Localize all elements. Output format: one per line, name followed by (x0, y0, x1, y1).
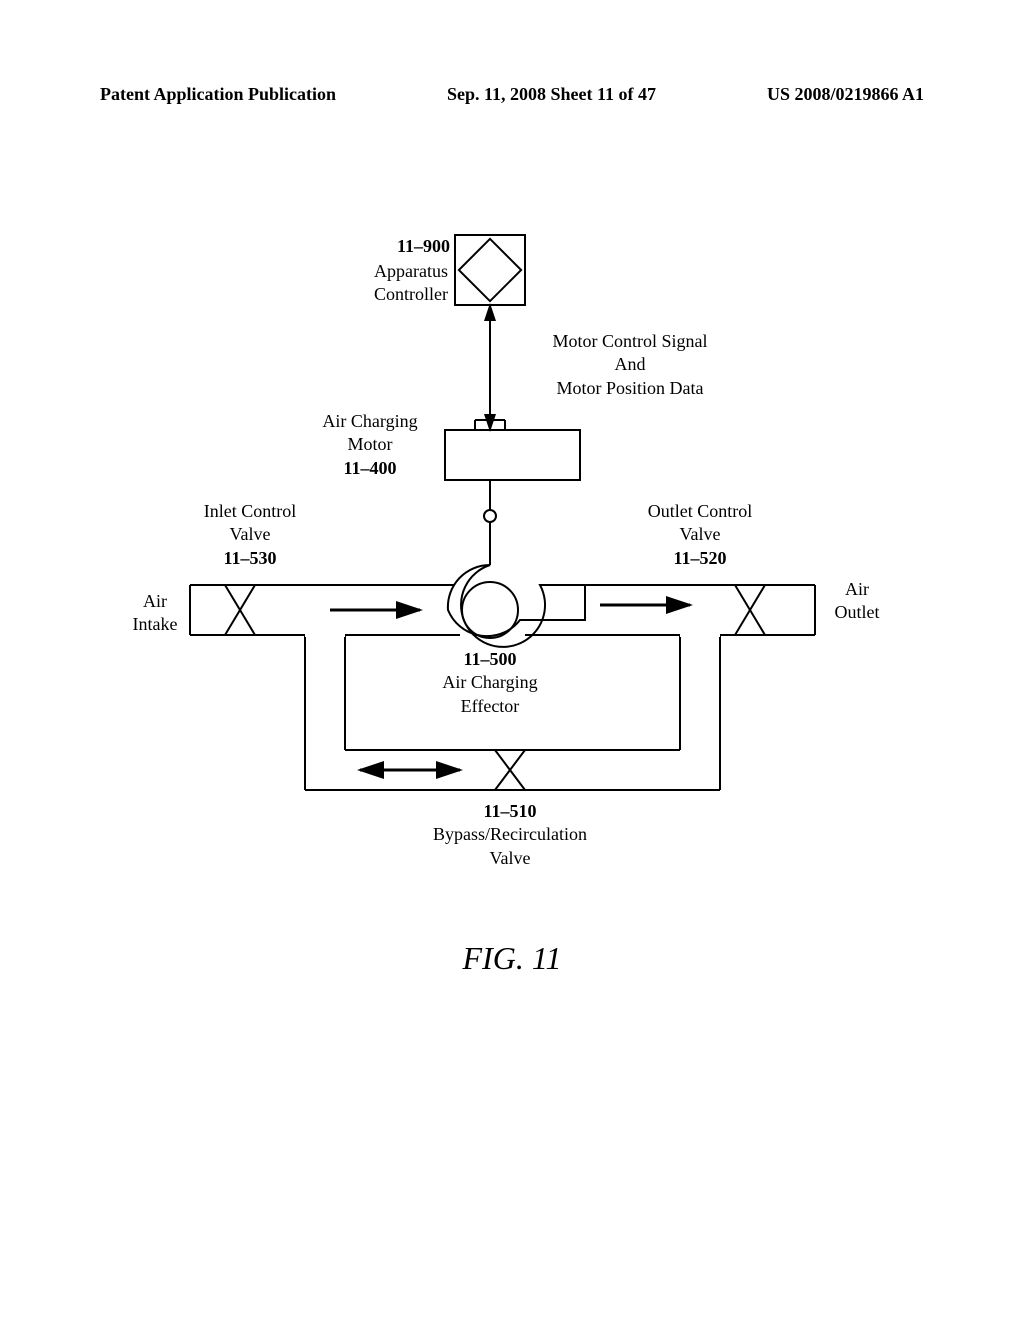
controller-symbol (455, 235, 525, 305)
effector-label: 11–500 Air Charging Effector (410, 648, 570, 718)
bypass-valve-symbol (495, 750, 525, 790)
motor-name-1: Air Charging (300, 410, 440, 433)
bypass-name-1: Bypass/Recirculation (400, 823, 620, 846)
controller-name-2: Controller (348, 283, 448, 306)
air-outlet-1: Air (822, 578, 892, 601)
effector-name-2: Effector (410, 695, 570, 718)
signal-label: Motor Control Signal And Motor Position … (520, 330, 740, 400)
controller-name-label: Apparatus Controller (348, 260, 448, 307)
inlet-name-2: Valve (180, 523, 320, 546)
effector-ref: 11–500 (410, 648, 570, 671)
inlet-ref: 11–530 (180, 547, 320, 570)
outlet-name-2: Valve (620, 523, 780, 546)
inlet-name-1: Inlet Control (180, 500, 320, 523)
air-intake-2: Intake (125, 613, 185, 636)
controller-name-1: Apparatus (348, 260, 448, 283)
controller-ref: 11–900 (370, 235, 450, 258)
inlet-valve-symbol (225, 585, 255, 635)
motor-name-2: Motor (300, 433, 440, 456)
air-intake-label: Air Intake (125, 590, 185, 637)
outlet-name-1: Outlet Control (620, 500, 780, 523)
bypass-valve-label: 11–510 Bypass/Recirculation Valve (400, 800, 620, 870)
motor-label: Air Charging Motor 11–400 (300, 410, 440, 480)
signal-line-2: And (520, 353, 740, 376)
outlet-valve-label: Outlet Control Valve 11–520 (620, 500, 780, 570)
header-right: US 2008/0219866 A1 (767, 84, 924, 105)
diagram-container: 11–900 Apparatus Controller Motor Contro… (0, 220, 1024, 1020)
header-left: Patent Application Publication (100, 84, 336, 105)
controller-ref-label: 11–900 (370, 235, 450, 258)
effector-name-1: Air Charging (410, 671, 570, 694)
inlet-valve-label: Inlet Control Valve 11–530 (180, 500, 320, 570)
outlet-ref: 11–520 (620, 547, 780, 570)
signal-line-3: Motor Position Data (520, 377, 740, 400)
air-intake-1: Air (125, 590, 185, 613)
air-outlet-2: Outlet (822, 601, 892, 624)
header-row: Patent Application Publication Sep. 11, … (100, 84, 924, 105)
motor-ref: 11–400 (300, 457, 440, 480)
shaft-coupling (484, 510, 496, 522)
signal-line-1: Motor Control Signal (520, 330, 740, 353)
bypass-name-2: Valve (400, 847, 620, 870)
header-center: Sep. 11, 2008 Sheet 11 of 47 (447, 84, 656, 105)
air-outlet-label: Air Outlet (822, 578, 892, 625)
figure-title: FIG. 11 (0, 940, 1024, 977)
motor-symbol (445, 420, 580, 480)
outlet-valve-symbol (735, 585, 765, 635)
bypass-ref: 11–510 (400, 800, 620, 823)
